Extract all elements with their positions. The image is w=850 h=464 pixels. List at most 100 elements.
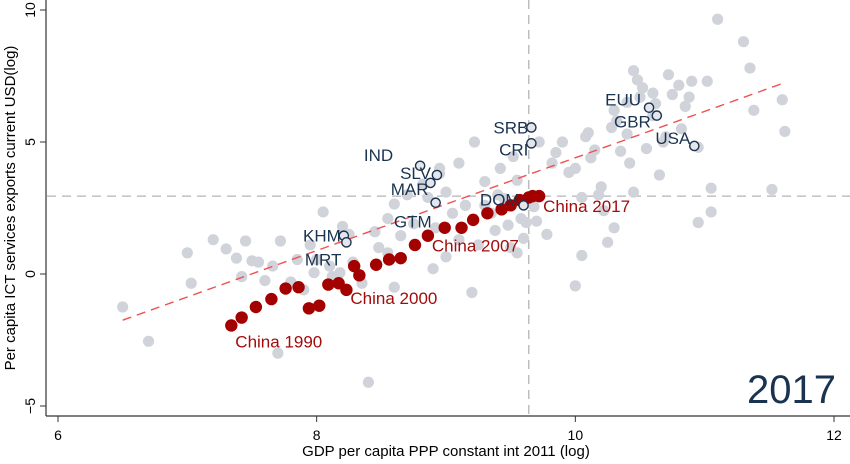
background-point: [459, 199, 471, 211]
china-point-2006: [408, 238, 422, 252]
background-point: [492, 189, 504, 201]
fit-line: [122, 81, 786, 321]
background-point: [624, 157, 636, 169]
background-point: [239, 235, 252, 247]
background-point: [608, 222, 620, 234]
background-point: [737, 36, 750, 48]
background-point: [686, 75, 698, 87]
background-point: [324, 260, 336, 272]
background-point: [585, 152, 597, 164]
background-point: [569, 280, 581, 292]
background-point: [679, 100, 691, 112]
y-tick-label--5: −5: [22, 398, 38, 414]
china-label-2007: China 2007: [432, 237, 519, 256]
background-point: [712, 13, 724, 25]
highlight-point-euu: [643, 102, 655, 113]
background-point: [748, 104, 760, 116]
background-point: [230, 252, 243, 264]
background-point: [580, 131, 592, 143]
china-point-2003: [369, 258, 383, 271]
background-points: [117, 13, 791, 388]
background-point: [422, 191, 434, 204]
china-point-1997: [313, 299, 326, 312]
background-point: [662, 69, 675, 81]
background-point: [453, 157, 465, 169]
background-point: [779, 125, 791, 138]
china-point-2013: [504, 199, 517, 212]
background-point: [430, 222, 442, 234]
background-point: [621, 128, 633, 140]
background-point: [466, 286, 478, 299]
highlight-point-mrt: [341, 237, 352, 248]
background-point: [518, 232, 530, 244]
background-point: [382, 212, 394, 225]
background-point: [252, 256, 265, 268]
highlight-point-usa: [689, 140, 700, 152]
china-point-2017: [532, 189, 546, 203]
background-point: [274, 235, 287, 247]
china-label-2000: China 2000: [350, 289, 437, 308]
background-point: [692, 216, 704, 229]
background-point: [489, 224, 501, 237]
country-label-ind: IND: [364, 146, 393, 165]
x-tick-label-10: 10: [568, 427, 584, 443]
background-point: [511, 174, 523, 186]
background-point: [117, 301, 129, 313]
china-point-2005: [394, 251, 407, 265]
background-point: [395, 230, 407, 242]
background-point: [142, 335, 155, 347]
country-label-srb: SRB: [493, 118, 528, 137]
china-point-2010: [466, 213, 480, 227]
china-point-1998: [322, 278, 335, 291]
x-tick-label-8: 8: [313, 427, 321, 443]
background-point: [701, 75, 713, 87]
country-label-usa: USA: [655, 129, 691, 148]
background-point: [311, 253, 323, 266]
highlight-point-cri: [526, 138, 537, 149]
china-point-2002: [353, 269, 366, 282]
background-point: [446, 207, 459, 219]
background-point: [304, 239, 316, 251]
background-point: [220, 243, 232, 255]
background-point: [705, 182, 717, 194]
background-point: [259, 275, 271, 287]
background-point: [272, 347, 284, 359]
china-points: [225, 189, 546, 332]
background-point: [627, 65, 640, 77]
country-label-slv: SLV: [400, 164, 432, 183]
china-point-1994: [279, 282, 292, 295]
year-annotation: 2017: [747, 368, 836, 412]
background-point: [598, 205, 610, 217]
china-point-2004: [382, 253, 396, 266]
background-point: [660, 131, 672, 143]
background-point: [621, 96, 633, 108]
china-point-1991: [235, 311, 248, 324]
background-point: [373, 242, 385, 254]
background-point: [608, 104, 620, 116]
highlight-point-srb: [526, 122, 537, 133]
country-label-cri: CRI: [499, 140, 528, 159]
x-axis-title: GDP per capita PPP constant int 2011 (lo…: [302, 443, 590, 460]
china-point-2007: [421, 229, 435, 242]
background-point: [569, 162, 581, 174]
y-tick-label-0: 0: [22, 270, 38, 278]
background-point: [185, 277, 197, 289]
background-point: [334, 267, 346, 279]
background-point: [611, 115, 623, 127]
background-point: [640, 143, 653, 155]
background-point: [427, 263, 439, 275]
china-point-2009: [455, 221, 468, 234]
background-point: [530, 215, 543, 227]
y-axis-title: Per capita ICT services exports current …: [2, 46, 19, 371]
background-point: [666, 88, 678, 101]
background-point: [550, 146, 562, 159]
country-label-mar: MAR: [391, 180, 429, 199]
china-point-2011: [481, 207, 494, 220]
country-label-mrt: MRT: [305, 250, 342, 269]
axes: [45, 0, 850, 417]
highlight-point-ind: [414, 160, 426, 172]
background-point: [362, 376, 374, 388]
y-tick-label-10: 10: [22, 2, 38, 18]
